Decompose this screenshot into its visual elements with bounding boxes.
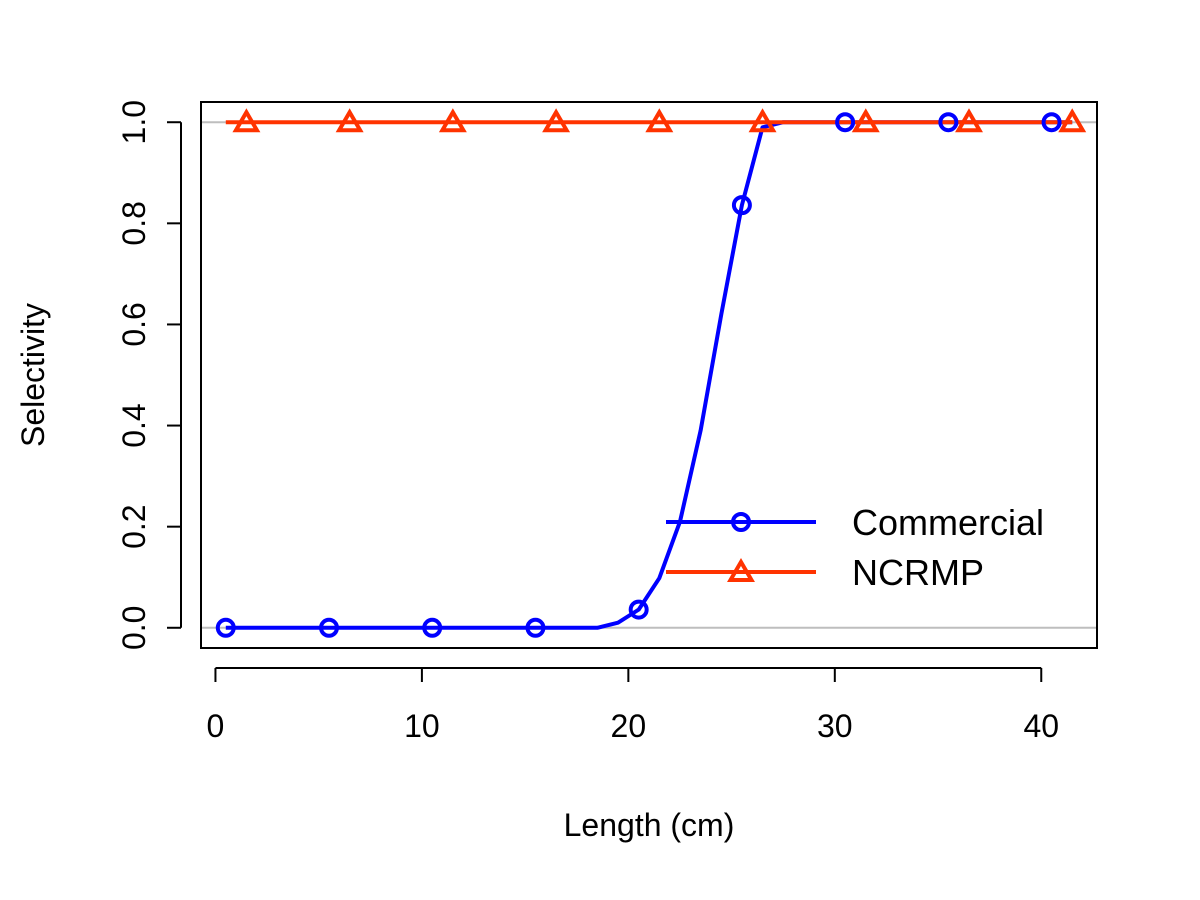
y-axis: 0.0 0.2 0.4 0.6 0.8 1.0 xyxy=(116,100,182,650)
data-point-commercial xyxy=(1041,112,1062,133)
data-point-ncrmp xyxy=(645,108,674,133)
data-point-commercial xyxy=(835,112,856,133)
legend: Commercial NCRMP xyxy=(666,502,1044,593)
y-tick-label: 1.0 xyxy=(116,100,152,144)
data-point-ncrmp xyxy=(955,108,983,133)
data-point-ncrmp xyxy=(335,108,364,133)
x-tick-label: 30 xyxy=(817,708,853,744)
x-tick-label: 0 xyxy=(207,708,225,744)
x-tick-label: 40 xyxy=(1023,708,1059,744)
y-tick-label: 0.2 xyxy=(116,504,152,548)
data-point-ncrmp xyxy=(1058,108,1087,133)
data-point-commercial xyxy=(319,617,339,638)
legend-marker-ncrmp xyxy=(727,558,755,582)
y-tick-label: 0.4 xyxy=(116,403,152,447)
data-point-commercial xyxy=(628,599,649,620)
legend-marker-commercial xyxy=(731,512,751,532)
y-tick-label: 0.0 xyxy=(116,606,152,650)
data-point-commercial xyxy=(525,617,546,638)
y-axis-title: Selectivity xyxy=(15,303,51,447)
data-point-commercial xyxy=(938,112,959,133)
data-point-ncrmp xyxy=(748,108,777,133)
x-tick-label: 10 xyxy=(404,708,440,744)
data-point-ncrmp xyxy=(438,108,467,133)
y-tick-label: 0.8 xyxy=(116,201,152,245)
data-point-commercial xyxy=(422,617,443,638)
y-tick-label: 0.6 xyxy=(116,302,152,346)
x-tick-label: 20 xyxy=(611,708,647,744)
series-markers xyxy=(215,108,1087,638)
data-point-commercial xyxy=(731,195,752,216)
legend-label-ncrmp: NCRMP xyxy=(852,552,984,593)
legend-label-commercial: Commercial xyxy=(852,502,1044,543)
data-point-ncrmp xyxy=(542,108,571,133)
data-point-ncrmp xyxy=(232,108,261,133)
x-axis-title: Length (cm) xyxy=(564,807,735,843)
series-line-commercial xyxy=(225,120,1073,630)
series-lines xyxy=(225,120,1073,630)
x-axis: 0 10 20 30 40 xyxy=(207,667,1059,744)
data-point-commercial xyxy=(215,617,236,638)
data-point-ncrmp xyxy=(851,108,880,133)
plot-frame xyxy=(200,101,1098,649)
